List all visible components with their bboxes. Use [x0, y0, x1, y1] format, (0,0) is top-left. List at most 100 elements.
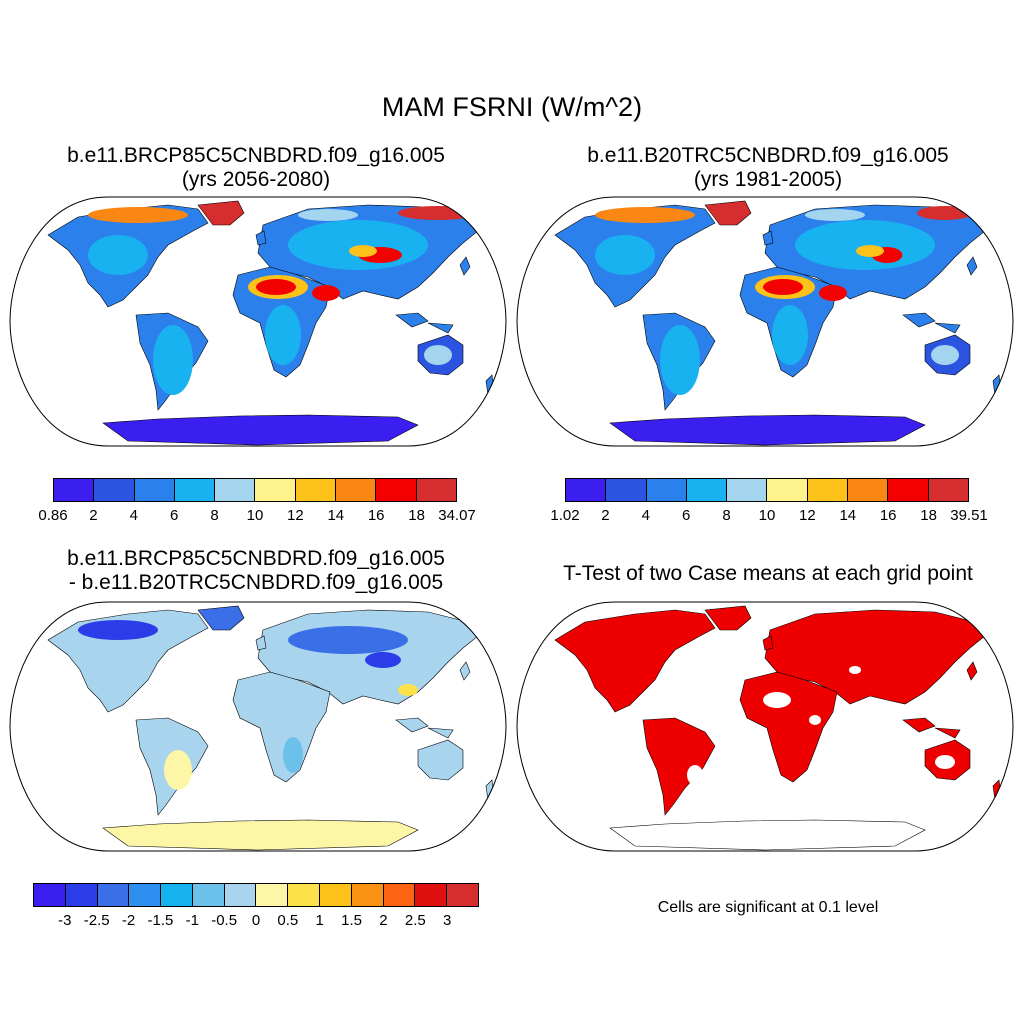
colorbar-label: 0.5	[277, 912, 299, 929]
colorbar-label: 18	[920, 507, 937, 524]
eurasia-interior	[288, 220, 428, 270]
na-north-decrease	[78, 620, 158, 640]
land-africa	[739, 671, 838, 783]
map-content	[554, 605, 1002, 851]
arctic-band-europe	[298, 209, 358, 221]
colorbar-cell	[447, 884, 478, 906]
panel3-title-line1: b.e11.BRCP85C5CNBDRD.f09_g16.005	[67, 547, 445, 570]
colorbar-cell	[224, 884, 257, 906]
colorbar-cell	[65, 884, 98, 906]
colorbar-label: 16	[367, 507, 385, 524]
land-uk	[255, 230, 267, 246]
colorbar-label: 18	[408, 507, 425, 524]
na-interior	[88, 235, 148, 275]
colorbar-label: 12	[287, 507, 304, 524]
colorbar-cell	[255, 479, 296, 501]
sahara-hot	[763, 279, 803, 295]
colorbar-label: 1.02	[550, 507, 580, 524]
colorbar-label: 4	[641, 507, 650, 524]
map-boundary	[516, 196, 1014, 447]
land-seAsia	[395, 312, 454, 334]
significance-note: Cells are significant at 0.1 level	[657, 899, 879, 916]
arctic-band-na	[88, 207, 188, 223]
map-content	[554, 200, 1002, 446]
colorbar-label: 6	[682, 507, 691, 524]
land-greenland	[197, 200, 245, 226]
colorbar-cell	[336, 479, 377, 501]
colorbar-cell	[256, 884, 289, 906]
colorbar-label: 39.51	[950, 507, 988, 524]
colorbar-label: 3	[442, 912, 452, 929]
non-significant-africa	[809, 715, 821, 725]
land-nz	[485, 374, 495, 396]
colorbar-label: 10	[758, 507, 776, 524]
colorbar-cell	[97, 884, 130, 906]
colorbar-future	[53, 478, 457, 502]
australia-field	[422, 750, 454, 770]
colorbar-label: 4	[129, 507, 138, 524]
colorbar-label: 0	[251, 912, 261, 929]
colorbar-cell	[848, 479, 889, 501]
colorbar-cell	[174, 479, 216, 501]
colorbar-label: 8	[210, 507, 219, 524]
land-greenland	[704, 605, 752, 631]
colorbar-label: 1	[315, 912, 324, 929]
colorbar-cell	[161, 884, 193, 906]
colorbar-cell	[351, 884, 384, 906]
panel3-title: b.e11.BRCP85C5CNBDRD.f09_g16.005 - b.e11…	[6, 547, 506, 595]
colorbar-cell	[767, 479, 808, 501]
colorbar-cell	[415, 884, 448, 906]
land-greenland	[197, 605, 245, 631]
land-africa	[232, 671, 331, 783]
colorbar-label: 12	[799, 507, 816, 524]
antarctica-increase	[118, 828, 398, 844]
land-greenland	[704, 200, 752, 226]
land-seAsia	[395, 717, 454, 739]
colorbar-future-labels: 0.86 2 4 6 8 10 12 14 16 18 34.07	[38, 507, 475, 527]
colorbar-label: -1.5	[147, 912, 174, 929]
colorbar-cell	[807, 479, 849, 501]
australia-interior	[424, 345, 452, 365]
colorbar-cell	[320, 884, 352, 906]
land-nz	[485, 779, 495, 801]
arabia-hot	[312, 285, 340, 301]
colorbar-label: 2	[89, 507, 98, 524]
arabia-hot	[819, 285, 847, 301]
colorbar-historical-labels: 1.02 2 4 6 8 10 12 14 16 18 39.51	[550, 507, 987, 527]
panel2-title-line1: b.e11.B20TRC5CNBDRD.f09_g16.005	[587, 144, 949, 167]
central-asia-warm	[856, 245, 884, 257]
colorbar-label: 10	[246, 507, 264, 524]
africa-south	[772, 305, 808, 365]
sa-increase	[164, 750, 192, 790]
panel1-title-line1: b.e11.BRCP85C5CNBDRD.f09_g16.005	[67, 144, 445, 167]
non-significant-asia	[849, 666, 861, 674]
africa-south-decrease	[283, 737, 303, 773]
land-antarctica	[609, 819, 926, 851]
colorbar-cell	[566, 479, 607, 501]
colorbar-cell	[727, 479, 768, 501]
map-panel-ttest	[516, 601, 1014, 852]
colorbar-cell	[54, 479, 95, 501]
arctic-band-siberia	[398, 206, 478, 220]
antarctica-core	[138, 425, 378, 437]
figure-title: MAM FSRNI (W/m^2)	[381, 92, 643, 122]
colorbar-label: -3	[58, 912, 72, 929]
central-asia-warm	[349, 245, 377, 257]
colorbar-cell	[94, 479, 135, 501]
colorbar-label: 2	[379, 912, 388, 929]
central-asia-decrease	[365, 652, 401, 668]
colorbar-label: -0.5	[211, 912, 238, 929]
colorbar-label: 2	[601, 507, 610, 524]
colorbar-label: 34.07	[438, 507, 476, 524]
land-uk	[762, 635, 774, 651]
colorbar-label: -1	[185, 912, 199, 929]
land-southAmerica	[642, 717, 716, 816]
colorbar-cell	[288, 884, 321, 906]
land-uk	[762, 230, 774, 246]
colorbar-cell	[416, 479, 456, 501]
non-significant-australia	[935, 755, 955, 769]
colorbar-label: 0.86	[38, 507, 68, 524]
na-interior	[595, 235, 655, 275]
colorbar-cell	[215, 479, 256, 501]
map-boundary	[9, 196, 507, 447]
